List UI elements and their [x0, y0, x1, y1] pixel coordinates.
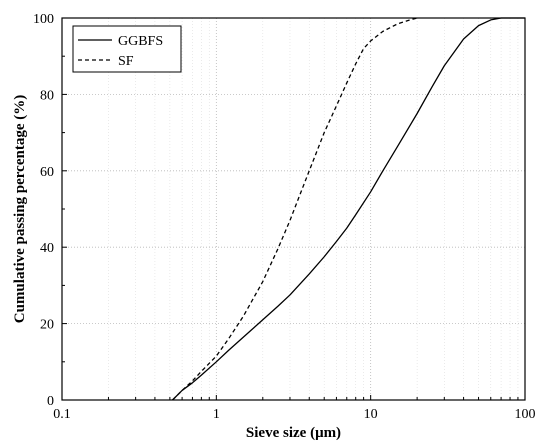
grid [62, 18, 525, 400]
series-line-sf [172, 17, 418, 401]
y-tick-label: 60 [40, 165, 54, 180]
y-tick-label: 0 [47, 394, 54, 409]
legend-label-sf: SF [118, 54, 134, 69]
series-lines [172, 17, 525, 401]
x-tick-label: 10 [364, 407, 378, 422]
plot-frame [61, 17, 526, 401]
y-tick-label: 80 [40, 88, 54, 103]
axis-ticks: 0 20 40 60 80 100 0.1 1 10 100 [33, 12, 536, 422]
x-tick-label: 0.1 [53, 407, 71, 422]
y-tick-label: 20 [40, 318, 54, 333]
y-tick-label: 100 [33, 12, 54, 27]
x-axis-title: Sieve size (μm) [246, 425, 341, 441]
legend-box [72, 25, 182, 73]
legend: GGBFS SF [72, 25, 182, 73]
x-tick-label: 1 [213, 407, 220, 422]
y-axis-title: Cumulative passing percentage (%) [12, 95, 28, 323]
legend-label-ggbfs: GGBFS [118, 34, 163, 49]
x-tick-label: 100 [515, 407, 536, 422]
y-tick-label: 40 [40, 241, 54, 256]
series-line-ggbfs [172, 17, 525, 401]
